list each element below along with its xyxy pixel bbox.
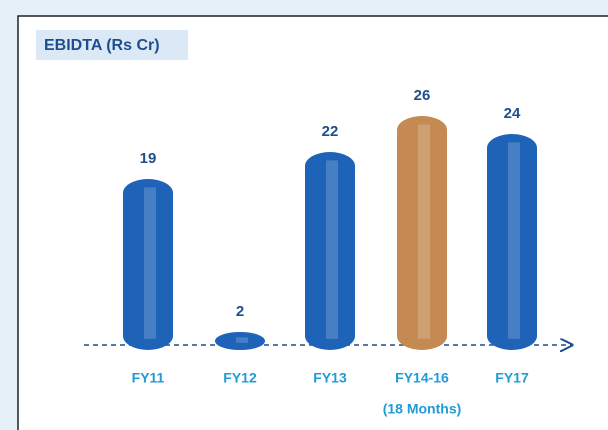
- bar: [123, 179, 173, 350]
- value-label: 24: [504, 105, 521, 122]
- annotation: (18 Months): [383, 401, 462, 417]
- x-tick-label: FY13: [313, 370, 347, 386]
- value-label: 26: [414, 87, 431, 104]
- bar-highlight: [508, 142, 520, 339]
- value-label: 19: [140, 150, 157, 167]
- value-label: 2: [236, 303, 244, 320]
- bar: [487, 134, 537, 350]
- bar-highlight: [418, 124, 430, 339]
- bar: [215, 332, 265, 350]
- bar: [397, 116, 447, 350]
- bar-highlight: [326, 160, 338, 339]
- x-tick-label: FY17: [495, 370, 529, 386]
- bar-highlight: [144, 187, 156, 339]
- bar: [305, 152, 355, 350]
- bar-highlight: [236, 337, 248, 343]
- chart-title: EBIDTA (Rs Cr): [44, 37, 160, 54]
- x-tick-label: FY12: [223, 370, 257, 386]
- x-tick-label: FY11: [132, 370, 165, 386]
- value-label: 22: [322, 123, 339, 140]
- x-tick-label: FY14-16: [395, 370, 449, 386]
- title-box: [36, 30, 188, 60]
